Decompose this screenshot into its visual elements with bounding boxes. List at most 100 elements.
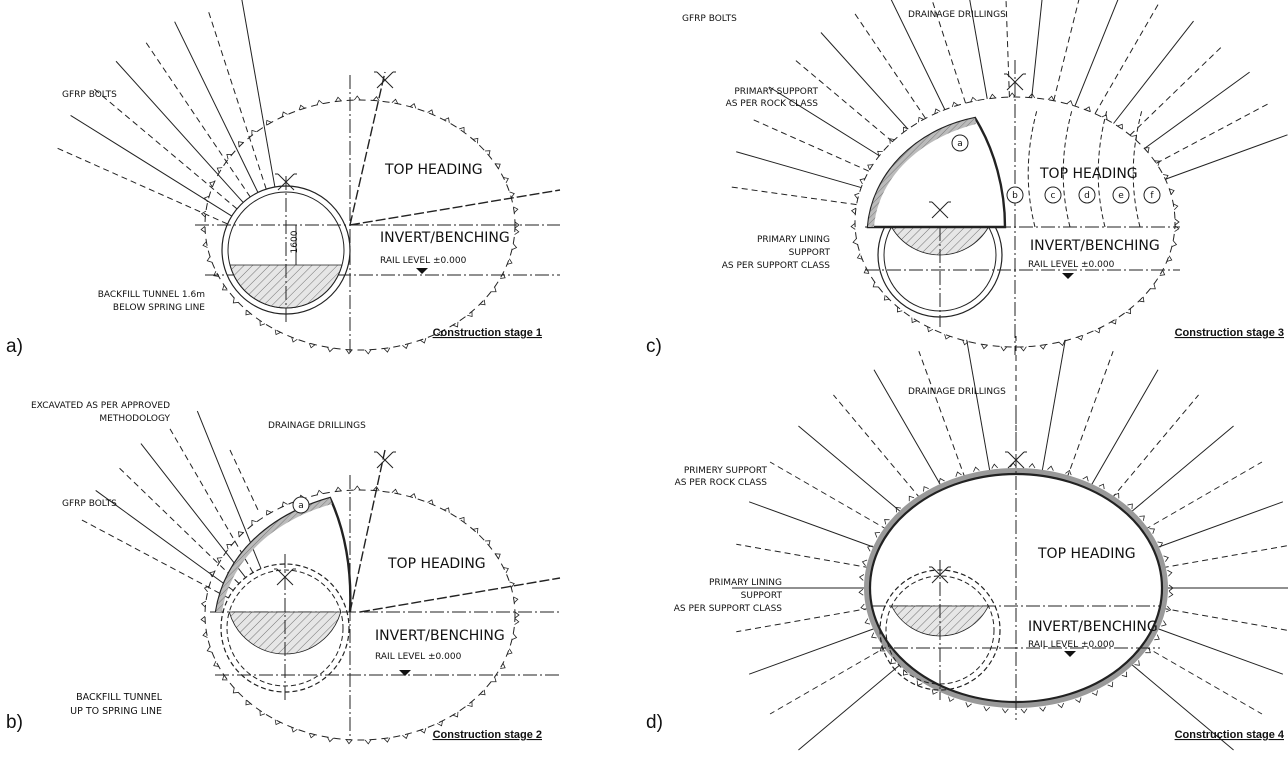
stage-caption: Construction stage 3 bbox=[1175, 327, 1284, 339]
rock-tick bbox=[410, 104, 416, 109]
drainage-drilling bbox=[1163, 608, 1288, 631]
bolt bbox=[749, 628, 876, 674]
annotation: AS PER SUPPORT CLASS bbox=[722, 261, 831, 271]
drainage-drilling bbox=[168, 425, 253, 572]
annotation: INVERT/BENCHING bbox=[1028, 619, 1158, 635]
annotation: TOP HEADING bbox=[1039, 166, 1138, 182]
annotation: c bbox=[1051, 191, 1056, 201]
rock-tick bbox=[860, 574, 864, 580]
rock-tick bbox=[1175, 219, 1179, 225]
drilling bbox=[350, 450, 385, 612]
annotation: GFRP BOLTS bbox=[682, 14, 737, 24]
rock-tick bbox=[992, 464, 998, 468]
bolt bbox=[749, 502, 876, 548]
panel-letter: b) bbox=[6, 712, 23, 733]
rock-tick bbox=[1009, 93, 1015, 97]
drainage-drilling bbox=[1095, 1, 1160, 114]
bolt bbox=[1075, 0, 1124, 106]
rock-tick bbox=[473, 528, 478, 533]
bolt bbox=[242, 0, 275, 187]
annotation: TOP HEADING bbox=[1037, 546, 1136, 562]
rock-tick bbox=[865, 619, 870, 625]
annotation: AS PER ROCK CLASS bbox=[726, 99, 819, 109]
rail-level-mark bbox=[1062, 273, 1074, 279]
annotation: AS PER SUPPORT CLASS bbox=[674, 604, 783, 614]
bolt bbox=[821, 32, 908, 129]
bolt bbox=[736, 152, 861, 188]
bolt bbox=[116, 61, 243, 202]
rock-tick bbox=[1029, 464, 1035, 468]
rock-tick bbox=[1002, 709, 1008, 713]
panel-letter: d) bbox=[646, 712, 663, 733]
rock-tick bbox=[480, 690, 485, 695]
rail-level-mark bbox=[416, 268, 428, 274]
bolt bbox=[798, 426, 901, 513]
bolt bbox=[1144, 72, 1249, 148]
rock-tick bbox=[966, 702, 972, 707]
rock-tick bbox=[949, 697, 955, 702]
annotation: EXCAVATED AS PER APPROVED bbox=[31, 401, 170, 411]
annotation: PRIMARY LINING bbox=[709, 578, 782, 588]
annotation: RAIL LEVEL ±0.000 bbox=[375, 652, 462, 662]
bolt bbox=[967, 340, 990, 473]
bolt bbox=[1042, 340, 1065, 473]
drainage-drilling bbox=[770, 462, 887, 530]
rock-tick bbox=[365, 350, 371, 354]
drainage-drilling bbox=[208, 8, 267, 189]
drainage-drilling bbox=[1156, 102, 1271, 163]
stage-panel: EXCAVATED AS PER APPROVEDMETHODOLOGYDRAI… bbox=[6, 401, 560, 744]
bolt bbox=[798, 663, 901, 750]
rock-tick bbox=[410, 494, 416, 499]
annotation: 1600 bbox=[290, 230, 300, 253]
rock-tick bbox=[473, 138, 478, 143]
bolt bbox=[769, 87, 879, 156]
annotation: SUPPORT bbox=[741, 591, 783, 601]
annotation: d bbox=[1084, 191, 1090, 201]
annotation: DRAINAGE DRILLINGS bbox=[908, 10, 1006, 20]
rock-tick bbox=[207, 647, 212, 653]
drainage-drilling bbox=[770, 647, 887, 715]
rock-tick bbox=[233, 298, 238, 303]
pilot-lining bbox=[216, 498, 332, 612]
stage-panel: GFRP BOLTSDRAINAGE DRILLINGSPRIMARY SUPP… bbox=[646, 0, 1288, 357]
annotation: DRAINAGE DRILLINGS bbox=[268, 421, 366, 431]
bolt bbox=[71, 115, 232, 216]
rock-tick bbox=[515, 612, 519, 618]
rock-tick bbox=[207, 257, 212, 263]
rock-tick bbox=[1150, 284, 1155, 289]
rock-tick bbox=[485, 151, 490, 156]
annotation: INVERT/BENCHING bbox=[380, 230, 510, 246]
rock-tick bbox=[354, 486, 360, 490]
rock-tick bbox=[853, 239, 858, 245]
drainage-drilling bbox=[750, 118, 869, 171]
annotation: a bbox=[298, 501, 304, 511]
drainage-drilling bbox=[78, 518, 228, 598]
drilling bbox=[360, 578, 560, 612]
stage-caption: Construction stage 1 bbox=[433, 327, 542, 339]
rock-tick bbox=[1075, 698, 1081, 703]
rock-tick bbox=[233, 688, 238, 693]
annotation: INVERT/BENCHING bbox=[375, 628, 505, 644]
heading-division bbox=[1028, 110, 1037, 227]
annotation: RAIL LEVEL ±0.000 bbox=[1028, 640, 1115, 650]
rock-tick bbox=[973, 467, 979, 472]
rock-tick bbox=[1058, 703, 1064, 708]
rock-tick bbox=[873, 282, 878, 287]
annotation: DRAINAGE DRILLINGS bbox=[908, 387, 1006, 397]
rock-tick bbox=[956, 472, 962, 477]
drainage-drilling bbox=[1163, 544, 1288, 567]
rock-tick bbox=[859, 589, 863, 595]
rock-tick bbox=[1067, 101, 1073, 106]
rock-tick bbox=[480, 300, 485, 305]
drainage-drilling bbox=[853, 11, 926, 119]
rock-tick bbox=[238, 532, 243, 537]
annotation: RAIL LEVEL ±0.000 bbox=[380, 256, 467, 266]
survey-mark bbox=[374, 452, 396, 468]
annotation: BELOW SPRING LINE bbox=[113, 303, 205, 313]
drainage-drilling bbox=[1054, 0, 1085, 101]
drainage-drilling bbox=[1145, 647, 1262, 715]
drainage-drilling bbox=[117, 465, 239, 583]
rock-tick bbox=[365, 740, 371, 744]
bolt bbox=[1032, 0, 1046, 98]
annotation: TOP HEADING bbox=[387, 556, 486, 572]
